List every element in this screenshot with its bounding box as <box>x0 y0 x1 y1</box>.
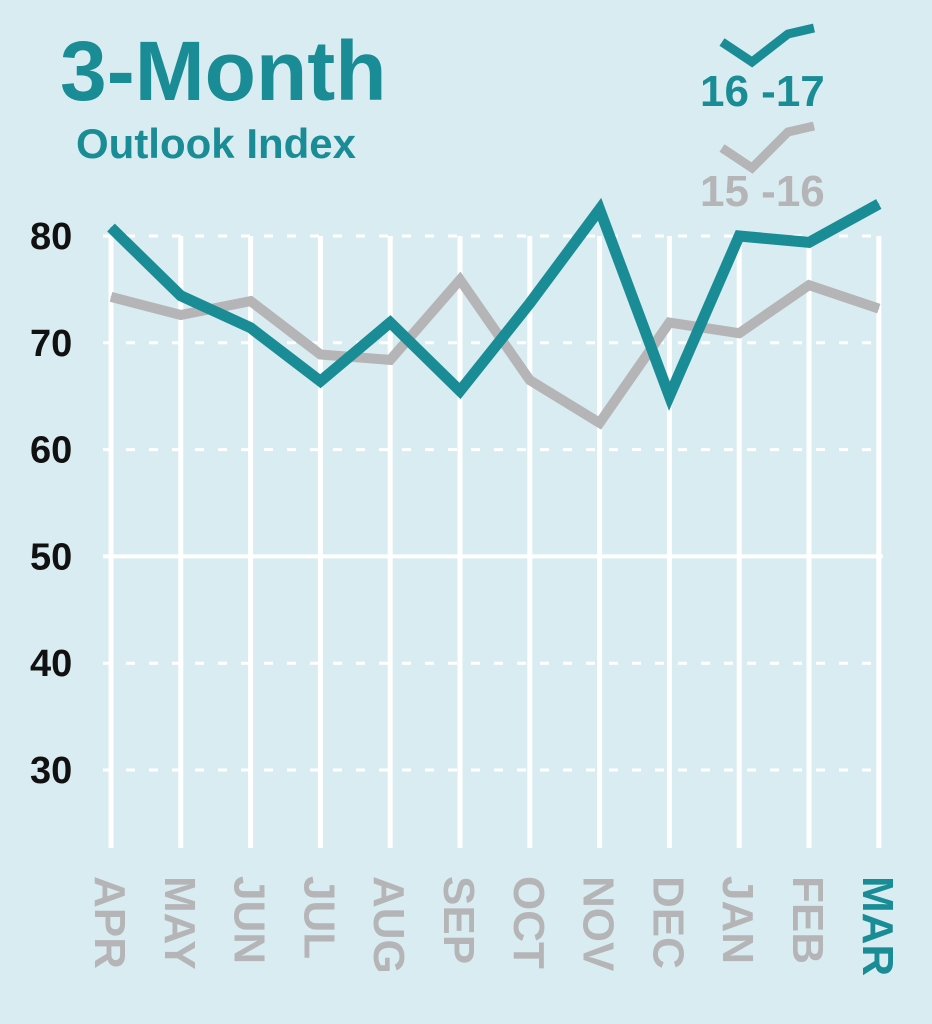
x-tick-sep: SEP <box>434 876 483 964</box>
series-line-1 <box>109 271 881 430</box>
y-tick-70: 70 <box>30 323 72 365</box>
y-tick-40: 40 <box>30 643 72 685</box>
y-axis-ticks: 30 40 50 60 70 80 <box>30 216 72 792</box>
data-point-s2-nov <box>599 208 601 210</box>
legend-label-series-1: 15 -16 <box>700 167 825 216</box>
data-point-s1-jul <box>319 354 321 356</box>
data-point-s2-jul <box>319 380 321 382</box>
grid <box>103 234 883 848</box>
chart-title: 3-Month <box>60 24 387 118</box>
y-tick-80: 80 <box>30 216 72 258</box>
y-tick-60: 60 <box>30 430 72 472</box>
data-point-s1-mar <box>878 308 880 310</box>
series-lines <box>107 197 882 430</box>
data-point-s2-sep <box>459 390 461 392</box>
legend-label-series-2: 16 -17 <box>700 67 825 116</box>
data-point-s2-apr <box>110 226 112 228</box>
data-point-s1-aug <box>389 359 391 361</box>
x-axis-ticks: APR MAY JUN JUL AUG SEP OCT NOV DEC JAN FEB MAR <box>85 876 902 976</box>
data-point-s1-apr <box>110 296 112 298</box>
legend: 15 -16 16 -17 <box>700 23 825 216</box>
data-point-s2-dec <box>668 395 670 397</box>
y-tick-30: 30 <box>30 750 72 792</box>
data-point-s2-aug <box>389 322 391 324</box>
x-tick-nov: NOV <box>574 876 623 972</box>
data-point-s2-may <box>180 295 182 297</box>
x-tick-mar: MAR <box>853 876 902 976</box>
x-tick-aug: AUG <box>364 876 413 974</box>
data-point-s1-may <box>180 314 182 316</box>
series-line-2 <box>107 197 882 411</box>
data-point-s1-dec <box>668 322 670 324</box>
data-point-s1-oct <box>529 379 531 381</box>
data-point-s1-jan <box>738 332 740 334</box>
data-point-s1-nov <box>599 422 601 424</box>
data-point-s2-jun <box>250 327 252 329</box>
x-tick-oct: OCT <box>504 876 553 969</box>
x-tick-feb: FEB <box>783 876 832 964</box>
x-tick-may: MAY <box>155 876 204 970</box>
data-point-s2-oct <box>529 302 531 304</box>
x-tick-jul: JUL <box>294 876 343 959</box>
x-tick-dec: DEC <box>643 876 692 969</box>
y-tick-50: 50 <box>30 536 72 578</box>
legend-swatch-series-2 <box>719 23 816 68</box>
x-tick-jun: JUN <box>225 876 274 964</box>
chart-subtitle: Outlook Index <box>76 120 357 167</box>
x-tick-jan: JAN <box>713 876 762 964</box>
data-point-s2-feb <box>808 241 810 243</box>
data-point-s2-jan <box>738 235 740 237</box>
legend-swatch-series-1 <box>719 121 816 174</box>
data-point-s1-feb <box>808 284 810 286</box>
data-point-s2-mar <box>878 203 880 205</box>
x-tick-apr: APR <box>85 876 134 969</box>
data-point-s1-jun <box>250 300 252 302</box>
data-point-s1-sep <box>459 279 461 281</box>
